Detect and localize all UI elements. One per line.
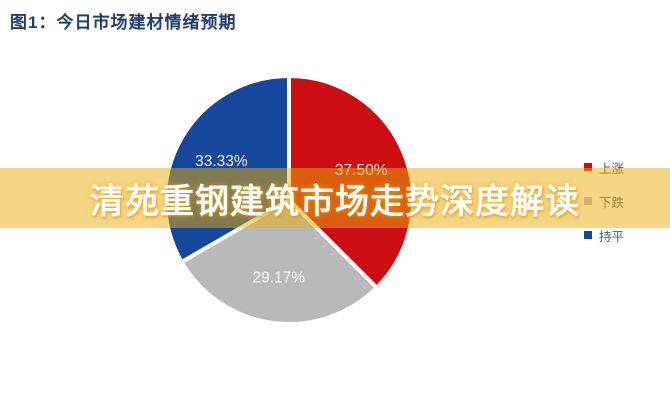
watermark-text: 清苑重钢建筑市场走势深度解读 — [90, 182, 580, 221]
chart-title: 图1：今日市场建材情绪预期 — [10, 13, 237, 32]
watermark-banner: 清苑重钢建筑市场走势深度解读 — [0, 168, 670, 228]
pie-label-down: 29.17% — [253, 270, 306, 287]
pie-label-flat: 33.33% — [195, 153, 248, 170]
legend-swatch-flat — [584, 231, 592, 239]
legend-swatch-up — [584, 163, 592, 171]
pie-slice-down — [179, 198, 379, 326]
legend-item-flat: 持平 — [584, 228, 625, 244]
legend-label-flat: 持平 — [599, 229, 625, 244]
